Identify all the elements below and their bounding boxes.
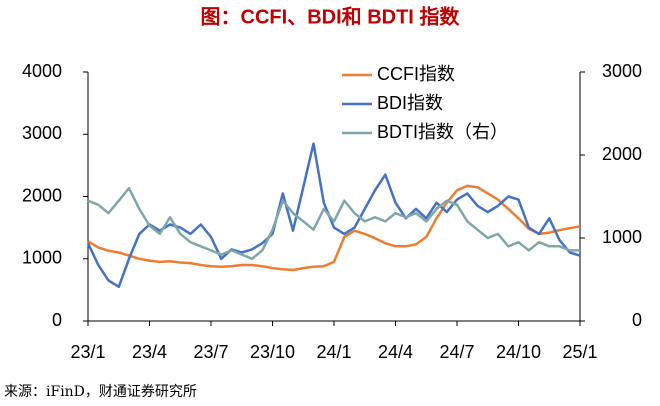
x-tick-label: 23/1 (70, 342, 105, 362)
legend-label: BDTI指数（右） (377, 122, 508, 142)
x-tick-label: 24/1 (316, 342, 351, 362)
x-tick-label: 23/10 (250, 342, 295, 362)
x-tick-label: 24/10 (496, 342, 541, 362)
series-line (87, 184, 581, 272)
series-line (86, 142, 581, 289)
legend-label: BDI指数 (377, 93, 443, 113)
y2-tick-label: 0 (632, 310, 642, 330)
x-tick-label: 24/4 (378, 342, 413, 362)
source: 来源：iFinD，财通证券研究所 (4, 384, 197, 400)
chart-title: 图：CCFI、BDI和 BDTI 指数 (201, 4, 461, 28)
y-tick-label: 3000 (22, 123, 62, 143)
y2-tick-label: 1000 (602, 227, 642, 247)
x-tick-label: 24/7 (439, 342, 474, 362)
y2-tick-label: 3000 (602, 61, 642, 81)
y-tick-label: 2000 (22, 185, 62, 205)
y-tick-label: 4000 (22, 61, 62, 81)
x-tick-label: 23/7 (193, 342, 228, 362)
y-tick-label: 0 (52, 310, 62, 330)
y-tick-label: 1000 (22, 248, 62, 268)
y2-tick-label: 2000 (602, 144, 642, 164)
x-tick-label: 23/4 (132, 342, 167, 362)
x-tick-label: 25/1 (562, 342, 597, 362)
legend-label: CCFI指数 (377, 64, 455, 84)
series-line (87, 186, 580, 261)
